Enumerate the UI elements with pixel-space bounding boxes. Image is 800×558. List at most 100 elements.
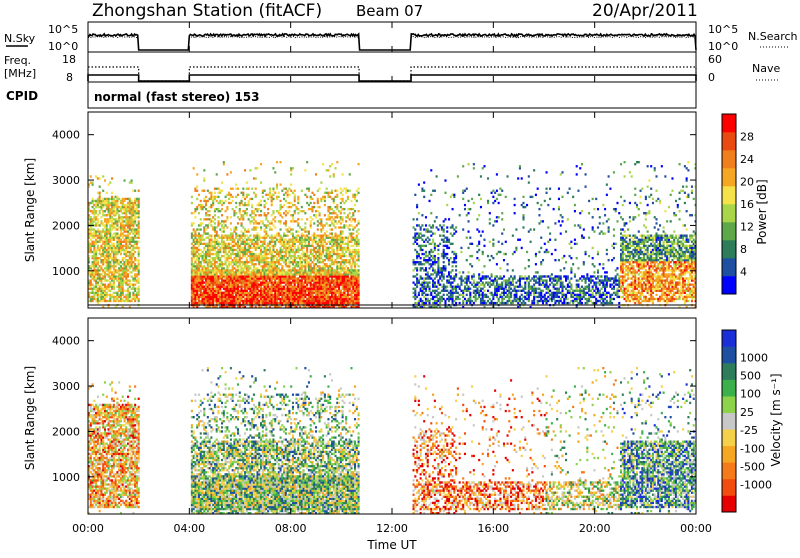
heatmap-cell	[251, 279, 254, 282]
heatmap-cell	[357, 289, 360, 292]
heatmap-cell	[352, 281, 355, 284]
heatmap-cell	[338, 256, 341, 260]
heatmap-cell	[215, 195, 218, 199]
heatmap-cell	[102, 230, 105, 233]
heatmap-cell	[318, 305, 321, 309]
heatmap-cell	[414, 232, 417, 235]
heatmap-cell	[346, 259, 349, 262]
heatmap-cell	[88, 214, 91, 217]
heatmap-cell	[274, 171, 277, 174]
heatmap-cell	[137, 230, 140, 233]
heatmap-cell	[197, 285, 201, 288]
heatmap-cell	[215, 187, 218, 190]
heatmap-cell	[192, 222, 195, 225]
heatmap-cell	[118, 283, 121, 286]
heatmap-cell	[118, 295, 121, 299]
heatmap-cell	[279, 205, 282, 209]
heatmap-cell	[128, 252, 131, 256]
heatmap-cell	[357, 295, 360, 299]
heatmap-cell	[414, 297, 417, 301]
heatmap-cell	[260, 301, 263, 305]
heatmap-cell	[270, 277, 273, 280]
heatmap-cell	[265, 305, 268, 309]
heatmap-cell	[203, 261, 206, 264]
heatmap-cell	[272, 271, 275, 274]
station-title: Zhongshan Station (fitACF)	[92, 1, 322, 21]
heatmap-cell	[322, 238, 325, 241]
heatmap-cell	[236, 234, 240, 237]
heatmap-cell	[208, 271, 211, 274]
heatmap-cell	[89, 232, 92, 235]
heatmap-cell	[107, 230, 110, 233]
heatmap-cell	[302, 277, 305, 280]
heatmap-cell	[217, 207, 220, 211]
heatmap-cell	[127, 289, 130, 292]
heatmap-cell	[205, 269, 208, 272]
heatmap-cell	[197, 242, 201, 246]
heatmap-cell	[309, 301, 312, 305]
heatmap-cell	[286, 193, 289, 197]
heatmap-cell	[430, 230, 433, 233]
heatmap-cell	[295, 238, 298, 241]
heatmap-cell	[197, 299, 201, 303]
heatmap-cell	[329, 287, 332, 290]
heatmap-cell	[252, 254, 255, 258]
heatmap-cell	[224, 242, 227, 246]
heatmap-cell	[322, 242, 325, 246]
heatmap-cell	[111, 224, 114, 227]
heatmap-cell	[354, 210, 357, 213]
heatmap-cell	[224, 301, 227, 305]
heatmap-cell	[279, 207, 282, 211]
heatmap-cell	[268, 265, 271, 268]
heatmap-cell	[329, 165, 332, 168]
heatmap-cell	[201, 207, 204, 211]
heatmap-cell	[134, 283, 137, 286]
heatmap-cell	[109, 244, 112, 248]
heatmap-cell	[190, 271, 193, 274]
heatmap-cell	[254, 222, 257, 225]
heatmap-cell	[112, 210, 115, 213]
heatmap-cell	[270, 236, 273, 239]
heatmap-cell	[228, 291, 231, 295]
heatmap-cell	[302, 295, 305, 299]
heatmap-cell	[293, 238, 296, 241]
heatmap-cell	[322, 281, 325, 284]
heatmap-cell	[219, 263, 222, 266]
heatmap-cell	[201, 293, 204, 297]
heatmap-cell	[330, 285, 334, 288]
heatmap-cell	[334, 167, 337, 170]
heatmap-cell	[196, 283, 199, 286]
heatmap-cell	[416, 218, 419, 221]
heatmap-cell	[123, 261, 126, 264]
heatmap-cell	[116, 228, 119, 231]
heatmap-cell	[205, 250, 208, 254]
heatmap-cell	[336, 301, 339, 305]
heatmap-cell	[277, 240, 280, 243]
heatmap-cell	[222, 301, 225, 305]
heatmap-cell	[112, 285, 115, 288]
heatmap-cell	[322, 163, 325, 166]
heatmap-cell	[414, 283, 417, 286]
heatmap-cell	[112, 259, 115, 262]
heatmap-cell	[290, 261, 293, 264]
heatmap-cell	[329, 212, 332, 215]
heatmap-cell	[254, 242, 257, 246]
heatmap-cell	[352, 285, 355, 288]
heatmap-cell	[213, 238, 216, 241]
heatmap-cell	[109, 216, 112, 219]
heatmap-cell	[236, 275, 240, 278]
heatmap-cell	[426, 281, 429, 284]
heatmap-cell	[251, 305, 254, 309]
heatmap-cell	[300, 293, 303, 297]
heatmap-cell	[270, 256, 273, 260]
heatmap-cell	[134, 230, 137, 233]
heatmap-cell	[100, 220, 103, 223]
heatmap-cell	[127, 236, 130, 239]
heatmap-cell	[123, 271, 126, 274]
heatmap-cell	[267, 289, 270, 292]
heatmap-cell	[103, 293, 107, 297]
heatmap-cell	[197, 193, 201, 197]
heatmap-cell	[238, 293, 241, 297]
heatmap-cell	[419, 275, 422, 278]
heatmap-cell	[314, 173, 318, 176]
